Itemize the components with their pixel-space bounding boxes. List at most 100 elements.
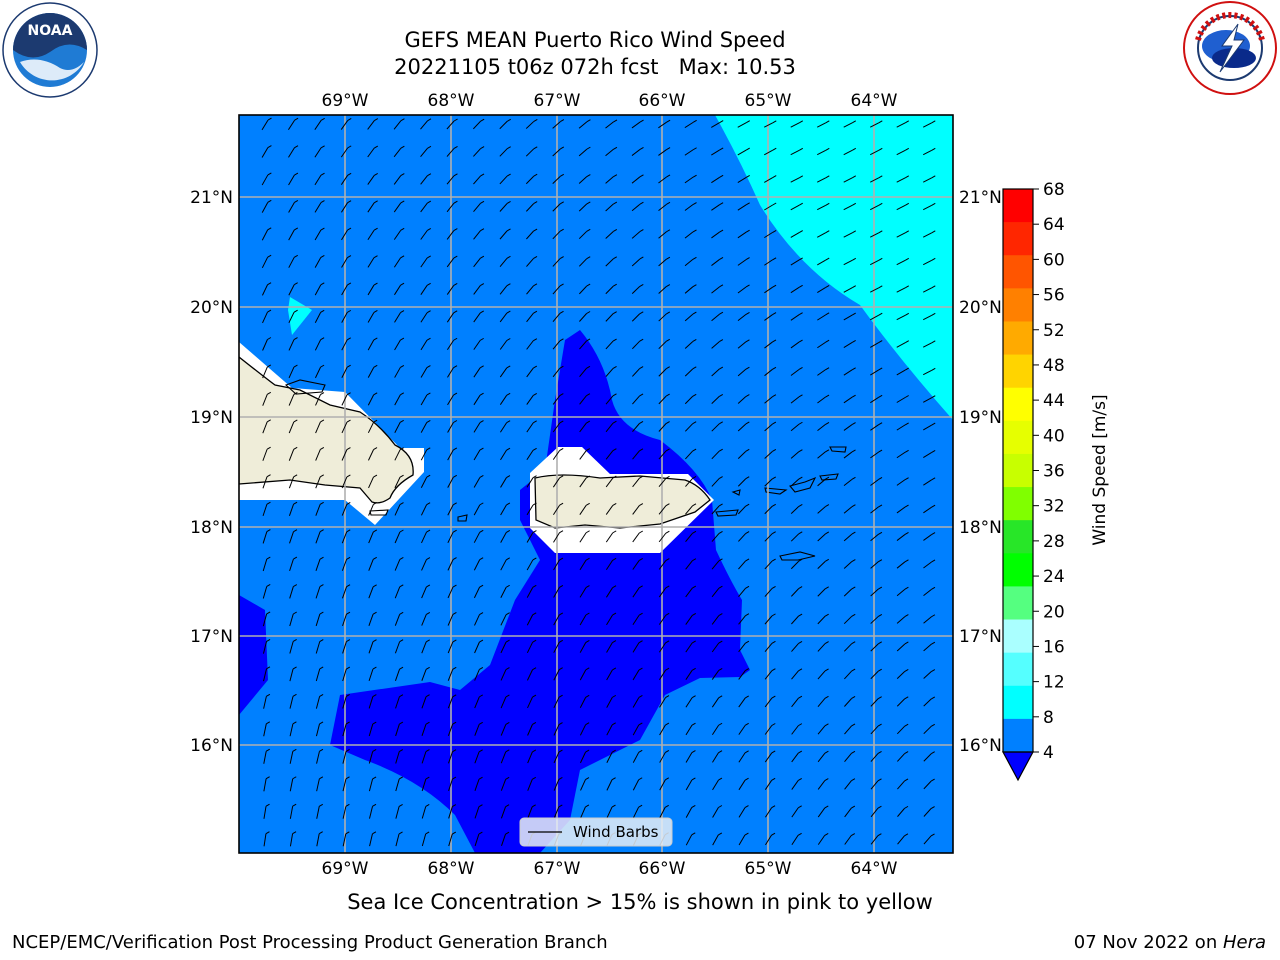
wind-barb [817, 561, 826, 569]
wind-barb [737, 149, 747, 156]
wind-barb [447, 422, 454, 433]
wind-barb [791, 697, 799, 708]
wind-barb [342, 778, 347, 792]
wind-barb [553, 587, 560, 598]
wind-barb [288, 366, 295, 379]
wind-barb [421, 778, 427, 792]
wind-barb [790, 396, 800, 404]
wind-barb [315, 559, 321, 571]
wind-barb [579, 340, 587, 350]
wind-barb [843, 287, 853, 293]
wind-barb [421, 559, 427, 571]
wind-barb [632, 724, 640, 736]
wind-barb [341, 284, 348, 296]
wind-barb [791, 643, 799, 652]
wind-barb [658, 368, 667, 377]
wind-barb [314, 257, 322, 268]
wind-barb [447, 449, 454, 461]
wind-barb [711, 176, 720, 184]
wind-barb [711, 231, 720, 239]
wind-barb [843, 396, 853, 404]
wind-barb [737, 450, 747, 460]
wind-barb [578, 203, 588, 212]
sea-ice-note: Sea Ice Concentration > 15% is shown in … [347, 890, 933, 914]
wind-barb [420, 422, 428, 433]
lon-label-top: 66°W [639, 91, 686, 111]
wind-barb [474, 614, 480, 626]
wind-barb [790, 588, 800, 597]
wind-barb [896, 342, 906, 348]
wind-barb [473, 504, 481, 516]
wind-barb [844, 752, 852, 763]
wind-barb [737, 177, 747, 183]
wind-barb [922, 204, 933, 211]
wind-barb [791, 670, 799, 680]
wind-barb [764, 149, 773, 156]
colorbar-tick-label: 48 [1043, 356, 1065, 376]
wind-barb [447, 394, 454, 406]
wind-barb [896, 643, 906, 652]
wind-barb [605, 477, 614, 488]
wind-barb [420, 147, 428, 158]
wind-barb [923, 753, 932, 762]
wind-barb [262, 586, 268, 599]
wind-barb [711, 533, 720, 542]
wind-barb [897, 780, 905, 790]
wind-barb [685, 697, 693, 708]
wind-barb [499, 312, 508, 323]
wind-barb [896, 314, 906, 321]
wind-barb [606, 669, 613, 681]
wind-barb [896, 451, 906, 459]
wind-barb [527, 751, 533, 764]
wind-barb [817, 232, 826, 238]
wind-barb [843, 588, 853, 597]
wind-barb [844, 780, 852, 790]
wind-barb [922, 369, 933, 376]
wind-barb [420, 230, 428, 240]
wind-barb [896, 561, 906, 569]
wind-barb [658, 505, 667, 515]
wind-barb [501, 834, 506, 846]
wind-barb [553, 559, 560, 571]
wind-barb [288, 449, 295, 461]
colorbar: 68 64 60 56 52 48 44 40 36 32 28 24 20 16 12 8 4 Wind Spe… [1001, 180, 1110, 782]
wind-barb [869, 287, 880, 293]
wind-barb [579, 724, 587, 736]
wind-barb [791, 807, 799, 818]
wind-barb [896, 424, 906, 431]
wind-barb [817, 533, 826, 542]
wind-barb [420, 367, 428, 378]
wind-barb [711, 478, 720, 487]
colorbar-tick-label: 32 [1043, 497, 1065, 517]
colorbar-band [1003, 619, 1033, 654]
wind-barb [870, 561, 879, 569]
wind-barb [500, 806, 507, 819]
wind-barb [552, 477, 561, 488]
wind-barb [790, 122, 800, 128]
wind-barb [632, 505, 640, 515]
wind-barb [289, 586, 294, 599]
lon-label-bottom: 67°W [534, 859, 581, 879]
wind-barb [605, 560, 614, 570]
wind-barb [420, 394, 428, 406]
wind-barb [922, 149, 933, 156]
wind-barb [764, 314, 773, 321]
wind-barb [526, 367, 534, 378]
colorbar-band [1003, 387, 1033, 422]
wind-barb [315, 421, 321, 434]
wind-barb [446, 148, 455, 157]
wind-barb [553, 669, 560, 681]
wind-barb [764, 642, 773, 653]
wind-barb [685, 532, 693, 543]
wind-barb [499, 120, 508, 130]
wind-barb [764, 478, 773, 487]
wind-barb [870, 835, 879, 845]
wind-barb [342, 806, 347, 819]
wind-barb [368, 449, 374, 461]
wind-barb [263, 696, 267, 709]
wind-barb [579, 532, 587, 543]
wind-barb [684, 341, 694, 349]
wind-barb [658, 395, 667, 405]
wind-barb [263, 778, 267, 792]
wind-barb [685, 587, 693, 598]
